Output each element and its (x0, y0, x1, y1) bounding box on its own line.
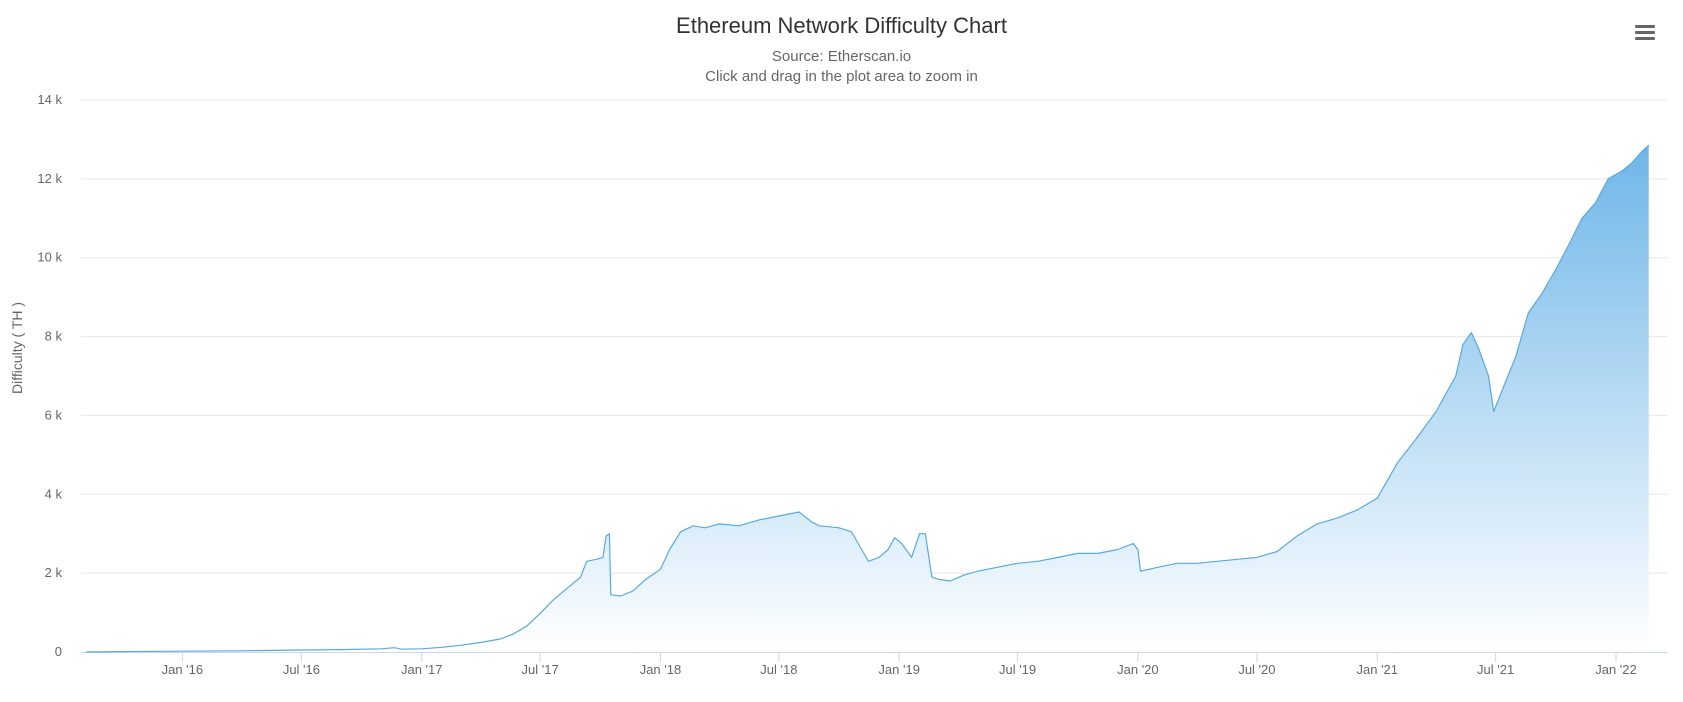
y-axis-title: Difficulty ( TH ) (9, 302, 25, 394)
x-tick-label: Jan '22 (1595, 662, 1637, 677)
y-tick-label: 12 k (37, 171, 62, 186)
x-tick-label: Jan '20 (1117, 662, 1159, 677)
x-tick-label: Jan '19 (878, 662, 920, 677)
x-tick-label: Jan '16 (162, 662, 204, 677)
y-axis-tick-labels: 0 2 k 4 k 6 k 8 k 10 k 12 k 14 k (37, 92, 62, 659)
x-axis: Jan '16 Jul '16 Jan '17 Jul '17 Jan '18 Jul '… (81, 652, 1667, 677)
x-tick-label: Jan '17 (401, 662, 443, 677)
y-tick-label: 14 k (37, 92, 62, 107)
y-tick-label: 6 k (45, 407, 63, 422)
x-tick-label: Jul '20 (1238, 662, 1275, 677)
chart-subtitle-zoom-hint: Click and drag in the plot area to zoom … (705, 68, 978, 85)
y-tick-label: 8 k (45, 329, 63, 344)
hamburger-menu-icon (1635, 25, 1655, 28)
y-tick-label: 0 (55, 644, 62, 659)
x-tick-label: Jul '19 (999, 662, 1036, 677)
x-tick-label: Jan '21 (1357, 662, 1399, 677)
y-gridlines (81, 99, 1667, 574)
y-tick-label: 2 k (45, 565, 63, 580)
y-tick-label: 4 k (45, 486, 63, 501)
chart-subtitle-source: Source: Etherscan.io (771, 48, 912, 65)
x-tick-label: Jul '16 (283, 662, 320, 677)
chart-title: Ethereum Network Difficulty Chart (676, 13, 1007, 38)
y-tick-label: 10 k (37, 250, 62, 265)
difficulty-series-line (86, 144, 1650, 653)
x-tick-label: Jan '18 (640, 662, 682, 677)
difficulty-area-fill (86, 145, 1649, 653)
x-tick-label: Jul '18 (760, 662, 797, 677)
plot-area[interactable] (86, 144, 1650, 653)
x-tick-label: Jul '17 (522, 662, 559, 677)
x-tick-label: Jul '21 (1477, 662, 1514, 677)
chart-context-menu-button[interactable] (1633, 22, 1657, 44)
